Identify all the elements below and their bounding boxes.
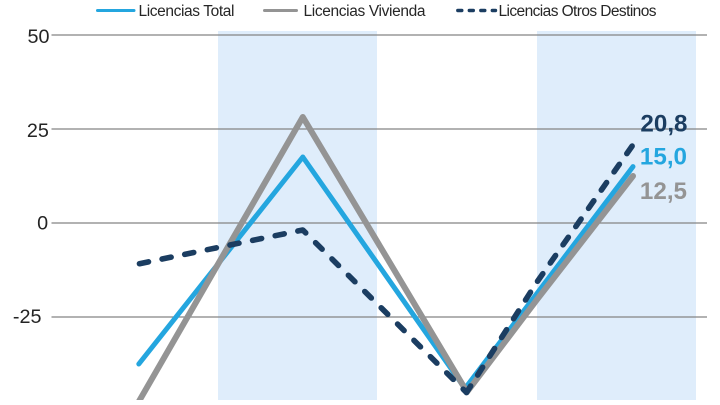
svg-text:25: 25: [27, 120, 49, 142]
svg-text:50: 50: [27, 26, 49, 48]
svg-text:Licencias Vivienda: Licencias Vivienda: [304, 3, 426, 20]
svg-text:-25: -25: [13, 306, 42, 328]
svg-text:0: 0: [37, 213, 48, 235]
svg-text:20,8: 20,8: [640, 110, 687, 137]
svg-text:15,0: 15,0: [640, 144, 687, 171]
svg-text:12,5: 12,5: [640, 178, 687, 205]
svg-text:Licencias Total: Licencias Total: [139, 3, 235, 20]
svg-text:Licencias Otros Destinos: Licencias Otros Destinos: [499, 3, 657, 20]
